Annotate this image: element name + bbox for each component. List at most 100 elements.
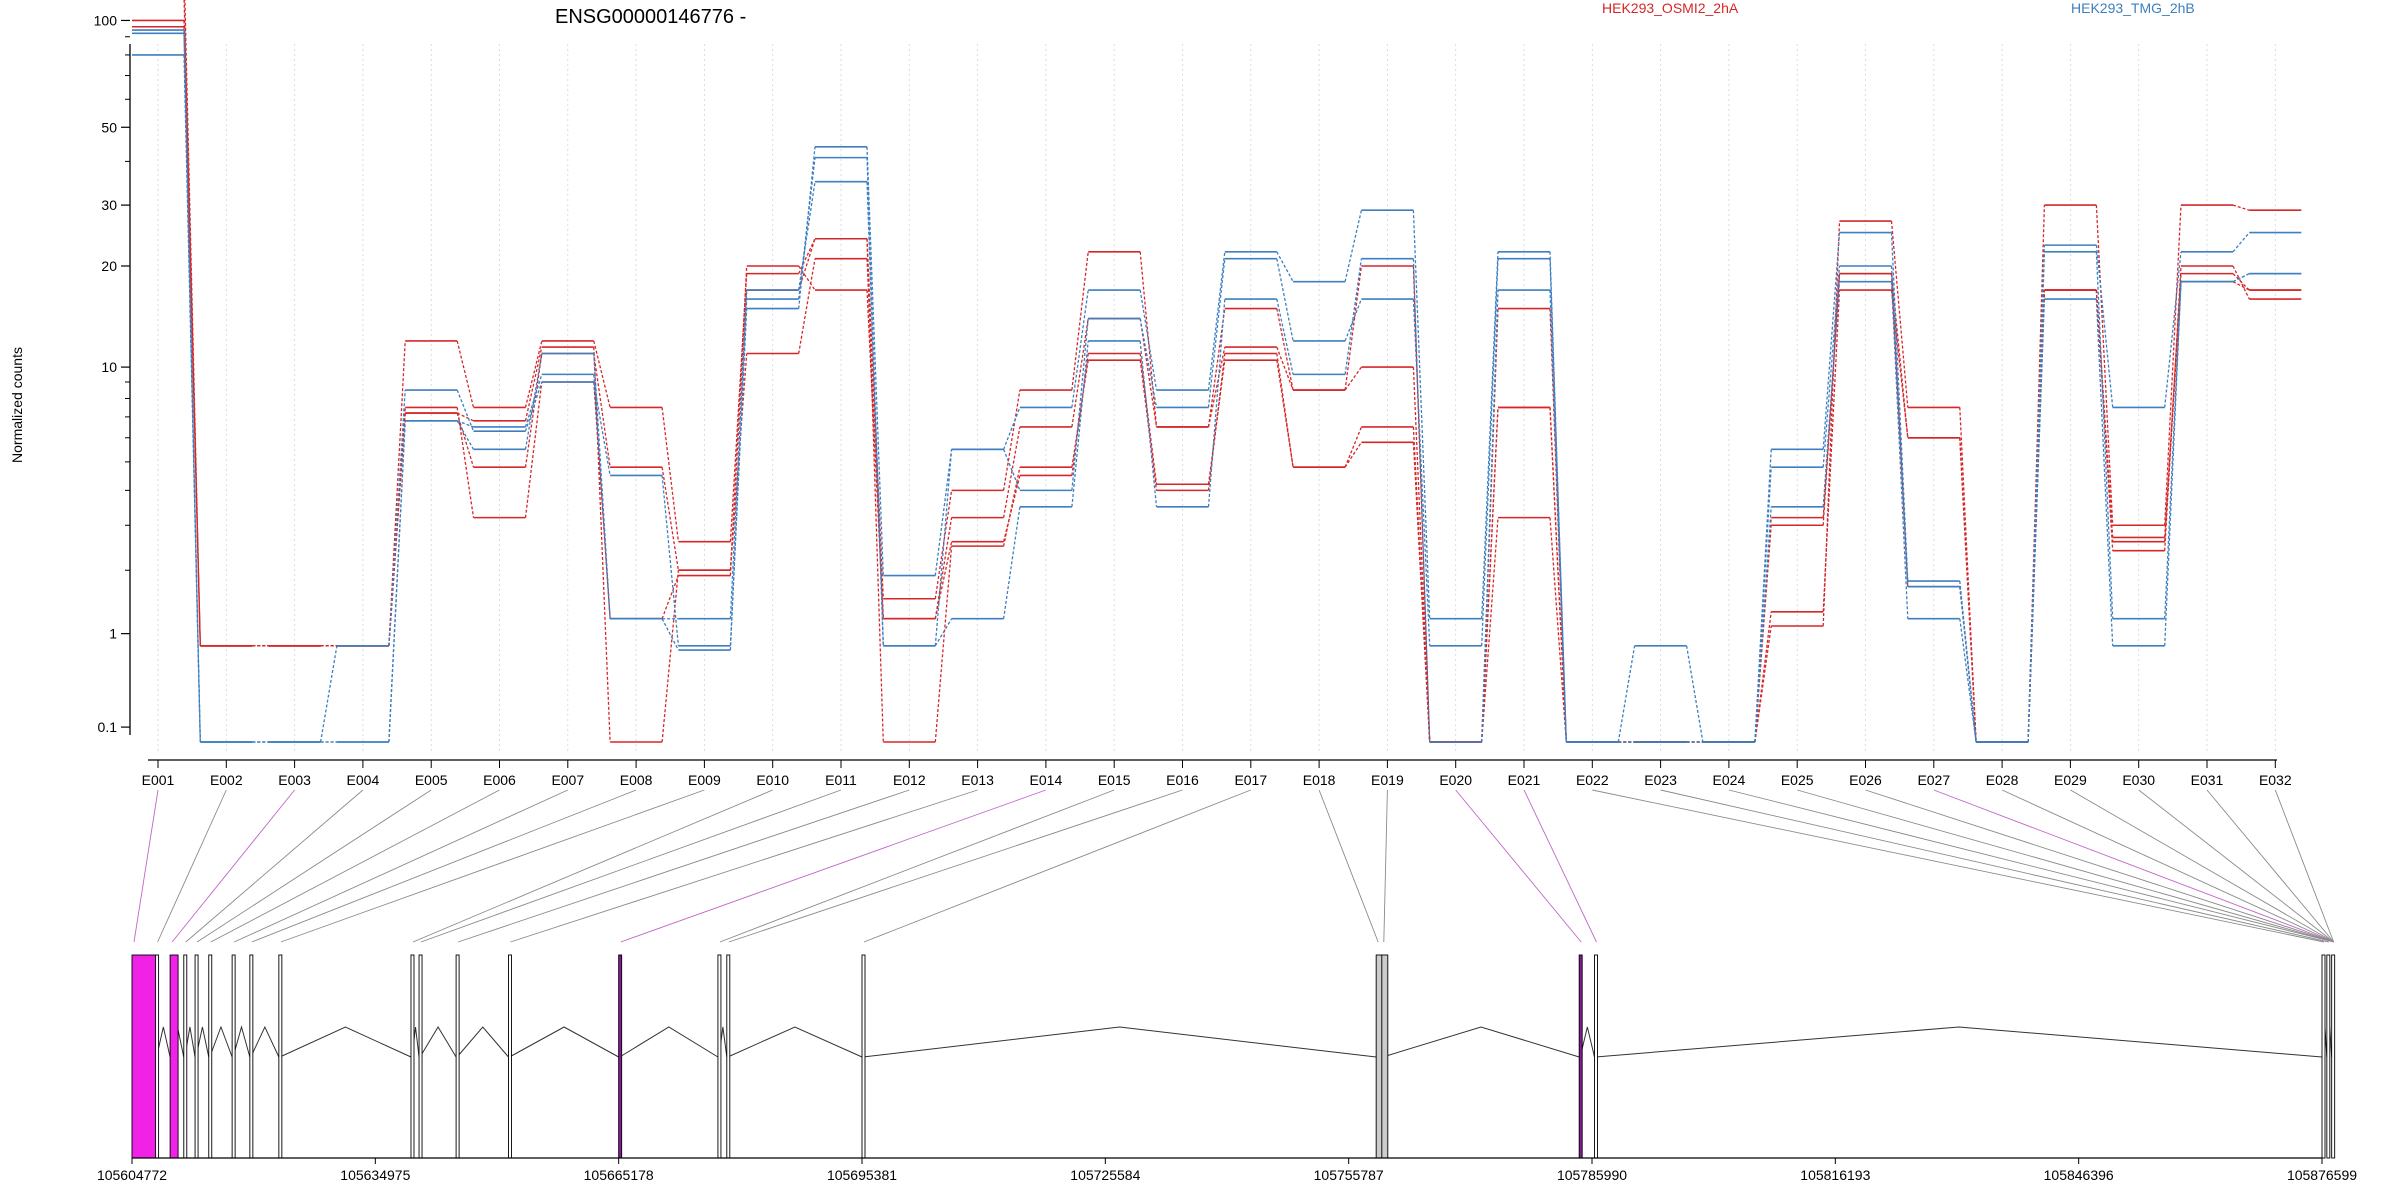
series-transition	[593, 381, 611, 476]
connector-E029	[2070, 789, 2334, 943]
series-transition	[2027, 299, 2046, 743]
intron-line	[232, 1025, 251, 1058]
connector-E007	[233, 789, 568, 943]
series-transition	[1002, 407, 1021, 450]
series-transition	[2164, 281, 2182, 619]
intron-line	[250, 1025, 280, 1058]
exon-box	[2331, 954, 2336, 1159]
series-transition	[1344, 265, 1363, 391]
series-transition	[183, 33, 201, 743]
series-transition	[456, 407, 475, 518]
series-transition	[1549, 517, 1567, 743]
x-tick-label-E020: E020	[1439, 772, 1472, 788]
series-transition	[2232, 204, 2250, 211]
connector-E023	[1660, 789, 2329, 943]
intron-line	[509, 1026, 619, 1058]
series-transition	[1959, 618, 1977, 743]
intron-line	[862, 1026, 1377, 1058]
series-transition	[661, 475, 680, 646]
series-transition	[593, 347, 611, 743]
series-transition	[934, 449, 953, 646]
series-transition	[866, 146, 884, 576]
series-transition	[1276, 308, 1294, 391]
connector-E002	[157, 789, 227, 943]
y-tick-label: 100	[94, 12, 118, 28]
series-transition	[456, 340, 475, 408]
series-transition	[2232, 273, 2250, 283]
series-transition	[1412, 442, 1431, 743]
series-transition	[1549, 290, 1567, 743]
genomic-tick-label: 105665178	[584, 1167, 654, 1183]
series-transition	[729, 290, 748, 571]
series-transition	[1754, 506, 1772, 743]
x-tick-label-E004: E004	[347, 772, 380, 788]
series-transition	[524, 346, 543, 421]
x-tick-label-E018: E018	[1303, 772, 1336, 788]
genomic-tick-label: 105785990	[1557, 1167, 1627, 1183]
exon-box	[131, 954, 157, 1159]
exon-box	[208, 954, 213, 1159]
connector-E016	[728, 789, 1183, 943]
series-transition	[798, 258, 816, 354]
series-transition	[1549, 251, 1567, 743]
series-transition	[184, 0, 201, 646]
x-tick-label-E010: E010	[756, 772, 789, 788]
x-tick-label-E032: E032	[2259, 772, 2292, 788]
connector-E026	[1865, 789, 2334, 943]
legend-entry-tmg: HEK293_TMG_2hB	[2071, 0, 2195, 16]
x-tick-label-E024: E024	[1713, 772, 1746, 788]
connector-E012	[457, 789, 910, 943]
series-transition	[2095, 245, 2114, 408]
connector-E010	[412, 789, 773, 943]
series-transition	[934, 618, 953, 647]
connector-E022	[1592, 789, 2325, 943]
exon-box	[1578, 954, 1583, 1159]
series-transition	[798, 238, 816, 274]
x-tick-label-E011: E011	[825, 772, 857, 788]
x-tick-label-E005: E005	[415, 772, 448, 788]
series-transition	[2095, 290, 2114, 542]
exon-connectors	[133, 789, 2335, 943]
series-transition	[661, 570, 680, 743]
series-transition	[661, 618, 679, 651]
x-tick-label-E022: E022	[1576, 772, 1609, 788]
series-transition	[1890, 281, 1909, 619]
series-transition	[1139, 251, 1158, 428]
series-transition	[934, 517, 953, 619]
y-tick-label: 50	[101, 119, 117, 135]
connector-E011	[420, 789, 842, 943]
series-transition	[524, 340, 543, 408]
series-lines	[132, 0, 2302, 743]
exon-box	[183, 954, 188, 1159]
intron-line	[456, 1026, 509, 1058]
intron-line	[619, 1026, 719, 1058]
exon-box	[231, 954, 236, 1159]
series-transition	[1617, 645, 1636, 743]
series-transition	[1822, 281, 1841, 507]
exon-box	[455, 954, 460, 1159]
exon-box	[278, 954, 283, 1159]
series-transition	[1139, 340, 1158, 507]
series-transition	[934, 541, 953, 619]
x-tick-label-E012: E012	[893, 772, 926, 788]
series-transition	[183, 26, 201, 646]
genomic-tick-label: 105876599	[2287, 1167, 2357, 1183]
connector-E028	[2001, 789, 2334, 943]
series-transition	[1002, 467, 1021, 547]
category-gridlines	[157, 44, 2276, 752]
x-tick-label-E006: E006	[483, 772, 516, 788]
x-tick-label-E026: E026	[1849, 772, 1882, 788]
series-transition	[524, 381, 543, 518]
series-transition	[456, 420, 475, 450]
y-tick-label: 10	[101, 359, 117, 375]
series-transition	[1002, 449, 1021, 491]
connector-E024	[1728, 789, 2334, 943]
connector-E020	[1455, 789, 1582, 943]
exon-box	[726, 954, 731, 1159]
x-tick-label-E002: E002	[210, 772, 243, 788]
series-transition	[934, 449, 953, 576]
series-transition	[593, 374, 611, 619]
connector-E004	[185, 789, 364, 943]
series-transition	[661, 407, 680, 542]
exon-box	[194, 954, 199, 1159]
